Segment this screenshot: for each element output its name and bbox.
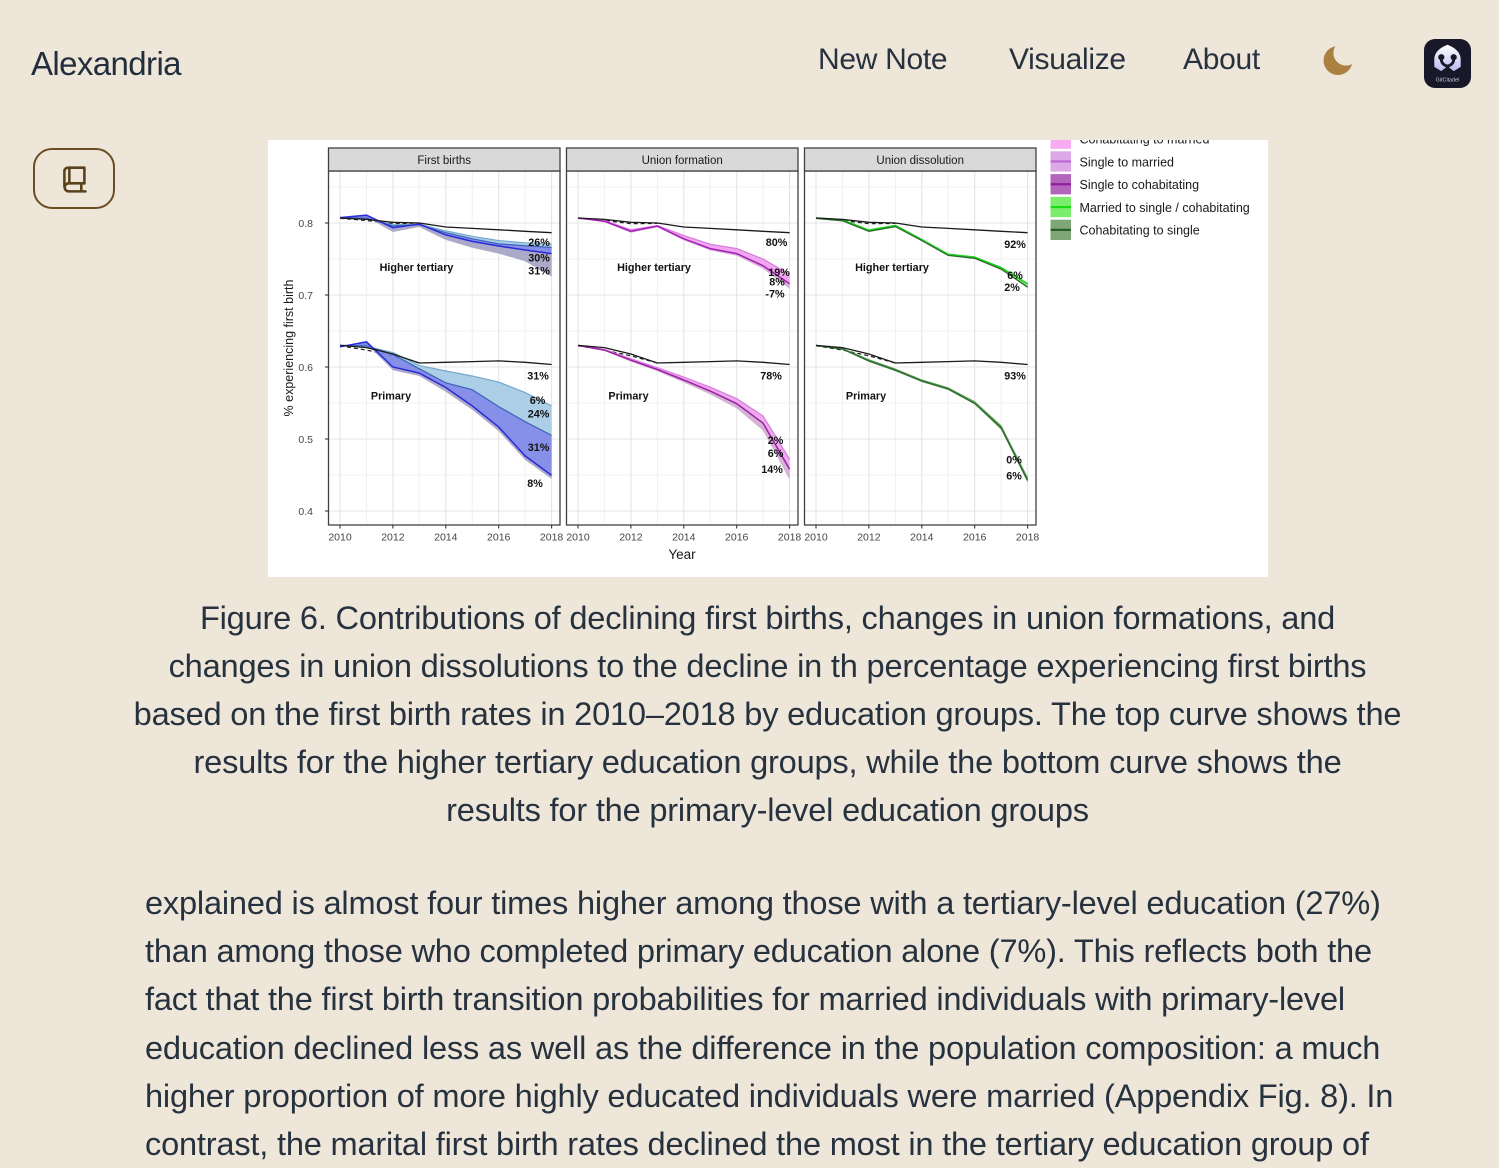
svg-text:2016: 2016 — [963, 532, 987, 544]
svg-text:Single to cohabitating: Single to cohabitating — [1080, 178, 1200, 192]
svg-text:78%: 78% — [760, 371, 782, 383]
svg-text:% experiencing first birth: % experiencing first birth — [282, 280, 296, 417]
svg-text:2014: 2014 — [672, 532, 696, 544]
svg-text:31%: 31% — [528, 442, 550, 454]
svg-text:6%: 6% — [768, 448, 784, 460]
svg-text:Higher tertiary: Higher tertiary — [855, 262, 929, 274]
svg-text:92%: 92% — [1004, 239, 1026, 251]
svg-text:First births: First births — [417, 155, 471, 167]
svg-text:0.6: 0.6 — [298, 362, 313, 374]
svg-text:6%: 6% — [1006, 471, 1022, 483]
svg-text:24%: 24% — [528, 409, 550, 421]
svg-text:2016: 2016 — [487, 532, 511, 544]
svg-text:2014: 2014 — [434, 532, 458, 544]
svg-text:2010: 2010 — [566, 532, 590, 544]
svg-text:0.5: 0.5 — [298, 434, 313, 446]
svg-text:Union formation: Union formation — [642, 155, 723, 167]
svg-text:6%: 6% — [1007, 270, 1023, 282]
svg-text:2010: 2010 — [328, 532, 352, 544]
svg-text:2010: 2010 — [804, 532, 828, 544]
svg-text:26%: 26% — [528, 237, 550, 249]
svg-text:Primary: Primary — [371, 391, 411, 403]
svg-text:2012: 2012 — [381, 532, 405, 544]
svg-text:Primary: Primary — [608, 391, 648, 403]
svg-text:Married to single / cohabitati: Married to single / cohabitating — [1080, 201, 1250, 215]
svg-text:30%: 30% — [528, 253, 550, 265]
svg-text:Higher tertiary: Higher tertiary — [617, 262, 691, 274]
svg-text:Year: Year — [668, 547, 696, 562]
svg-text:2012: 2012 — [619, 532, 643, 544]
svg-text:2018: 2018 — [540, 532, 564, 544]
svg-text:8%: 8% — [769, 276, 785, 288]
svg-text:31%: 31% — [528, 266, 550, 278]
svg-text:0.7: 0.7 — [298, 290, 313, 302]
svg-text:2016: 2016 — [725, 532, 749, 544]
svg-text:Higher tertiary: Higher tertiary — [380, 262, 454, 274]
svg-text:2%: 2% — [768, 435, 784, 447]
svg-text:2018: 2018 — [778, 532, 802, 544]
svg-text:80%: 80% — [766, 237, 788, 249]
svg-text:Primary: Primary — [846, 391, 886, 403]
svg-text:2%: 2% — [1004, 282, 1020, 294]
svg-text:14%: 14% — [761, 464, 783, 476]
svg-text:Cohabitating to single: Cohabitating to single — [1080, 224, 1200, 238]
svg-text:31%: 31% — [527, 371, 549, 383]
svg-text:8%: 8% — [527, 478, 543, 490]
svg-text:2012: 2012 — [857, 532, 881, 544]
svg-text:0.8: 0.8 — [298, 218, 313, 230]
svg-text:93%: 93% — [1004, 371, 1026, 383]
svg-text:0%: 0% — [1006, 455, 1022, 467]
svg-text:-7%: -7% — [765, 289, 785, 301]
svg-text:2018: 2018 — [1016, 532, 1040, 544]
svg-text:Single to married: Single to married — [1080, 155, 1175, 169]
svg-text:GitCitadel: GitCitadel — [1436, 78, 1460, 84]
svg-text:0.4: 0.4 — [298, 506, 313, 518]
svg-text:6%: 6% — [530, 395, 546, 407]
svg-text:Cohabitating to married: Cohabitating to married — [1080, 140, 1210, 147]
svg-text:19%: 19% — [768, 267, 790, 279]
svg-text:Union dissolution: Union dissolution — [876, 155, 964, 167]
svg-text:2014: 2014 — [910, 532, 934, 544]
